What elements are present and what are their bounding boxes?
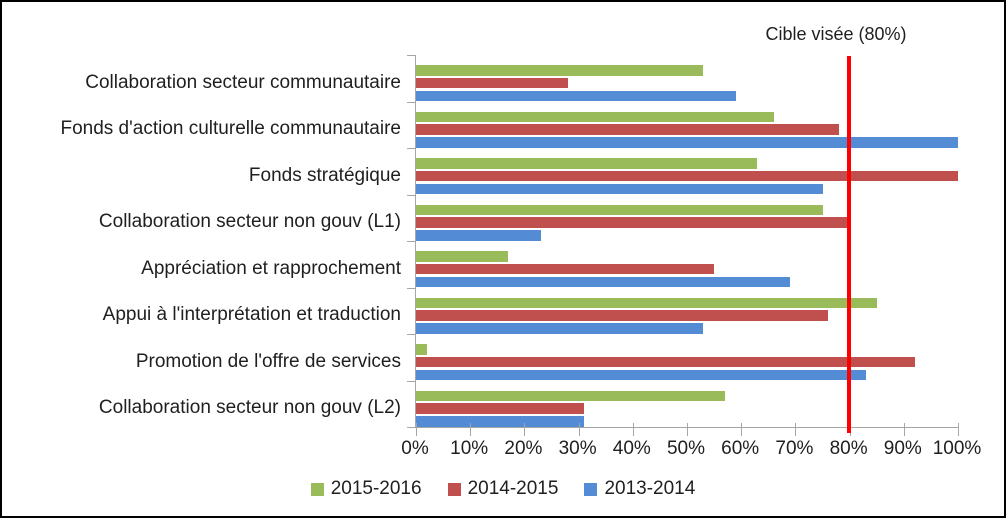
legend-item-2013-2014: 2013-2014 [584, 478, 695, 500]
value-axis-label: 0% [401, 438, 429, 459]
plot-area [407, 55, 959, 436]
category-axis-tick [407, 55, 415, 56]
bar-2013-2014-cat3 [416, 230, 541, 241]
target-line [846, 56, 851, 433]
value-axis-tick [687, 423, 688, 436]
legend-swatch-icon [447, 482, 461, 496]
value-axis-tick [741, 423, 743, 436]
value-axis-label: 50% [666, 438, 706, 459]
bar-2015-2016-cat5 [416, 297, 877, 308]
bar-2014-2015-cat4 [416, 263, 715, 275]
value-axis-label: 40% [612, 438, 651, 459]
value-axis-label: 20% [504, 438, 543, 459]
category-axis-tick [407, 101, 415, 103]
legend-item-2015-2016: 2015-2016 [310, 478, 422, 500]
bar-2013-2014-cat5 [416, 323, 704, 334]
category-axis-tick [407, 427, 415, 428]
value-axis-tick [958, 423, 959, 436]
bar-2015-2016-cat4 [416, 251, 509, 262]
value-axis-tick [903, 423, 905, 436]
category-label: Promotion de l'offre de services [135, 350, 401, 372]
bar-2015-2016-cat0 [416, 65, 704, 76]
category-band [416, 148, 958, 195]
category-label: Appui à l'interprétation et traduction [102, 304, 401, 326]
bar-2013-2014-cat7 [416, 416, 585, 427]
category-band [416, 288, 958, 335]
bar-2013-2014-cat0 [416, 90, 736, 101]
bar-2013-2014-cat6 [416, 369, 866, 380]
bar-2014-2015-cat7 [416, 403, 585, 414]
category-band [416, 241, 958, 288]
bar-2015-2016-cat6 [416, 344, 427, 355]
bar-2014-2015-cat2 [416, 170, 958, 182]
category-axis-tick [407, 194, 415, 196]
category-label: Appréciation et rapprochement [141, 257, 401, 279]
category-axis-tick [407, 334, 415, 335]
value-axis-label: 60% [721, 438, 760, 459]
bar-2013-2014-cat2 [416, 183, 823, 194]
value-axis-tick [470, 423, 472, 436]
bar-2014-2015-cat3 [416, 217, 850, 228]
bar-2015-2016-cat3 [416, 204, 823, 215]
value-axis-label: 90% [883, 438, 922, 459]
value-axis-tick [632, 423, 634, 436]
category-label: Collaboration secteur communautaire [85, 71, 401, 93]
category-axis-tick [407, 148, 415, 149]
category-label: Collaboration secteur non gouv (L1) [98, 211, 401, 233]
bar-2014-2015-cat5 [416, 310, 828, 321]
value-axis: 0% 10% 20% 30% 40% 50% 60% 70% 80% 90% 100% [401, 438, 981, 462]
category-band [416, 334, 958, 381]
value-axis-tick [578, 423, 580, 436]
category-axis-tick [407, 287, 415, 289]
bar-2015-2016-cat2 [416, 158, 758, 169]
value-axis-tick [416, 423, 417, 436]
category-band [416, 195, 958, 242]
bar-2014-2015-cat1 [416, 124, 839, 135]
category-axis-tick [407, 241, 415, 242]
category-axis: Collaboration secteur communautaire Fonds… [8, 55, 401, 427]
category-axis-tick [407, 380, 415, 382]
target-line-label: Cible visée (80%) [765, 24, 907, 44]
bar-2014-2015-cat6 [416, 356, 915, 368]
category-label: Fonds d'action culturelle communautaire [60, 118, 401, 140]
bar-2014-2015-cat0 [416, 77, 568, 89]
category-band [416, 102, 958, 149]
value-axis-label: 70% [775, 438, 814, 459]
value-axis-label: 10% [450, 438, 489, 459]
legend-item-2014-2015: 2014-2015 [447, 478, 559, 500]
legend-label: 2015-2016 [330, 478, 422, 499]
legend-label: 2013-2014 [604, 478, 696, 499]
bar-2015-2016-cat7 [416, 390, 725, 401]
value-axis-label: 100% [932, 438, 982, 459]
value-axis-label: 80% [829, 438, 868, 459]
legend-label: 2014-2015 [467, 478, 559, 499]
legend: 2015-2016 2014-2015 2013-2014 [2, 478, 1004, 500]
value-axis-label: 30% [558, 438, 597, 459]
bar-2013-2014-cat4 [416, 276, 790, 287]
legend-swatch-icon [584, 482, 598, 496]
category-band [416, 55, 958, 102]
category-band [416, 381, 958, 428]
legend-swatch-icon [310, 482, 324, 496]
category-label: Collaboration secteur non gouv (L2) [98, 397, 401, 419]
bar-2015-2016-cat1 [416, 111, 774, 122]
value-axis-tick [795, 423, 797, 436]
bar-2013-2014-cat1 [416, 137, 958, 148]
value-axis-tick [524, 423, 526, 436]
category-label: Fonds stratégique [248, 164, 401, 186]
